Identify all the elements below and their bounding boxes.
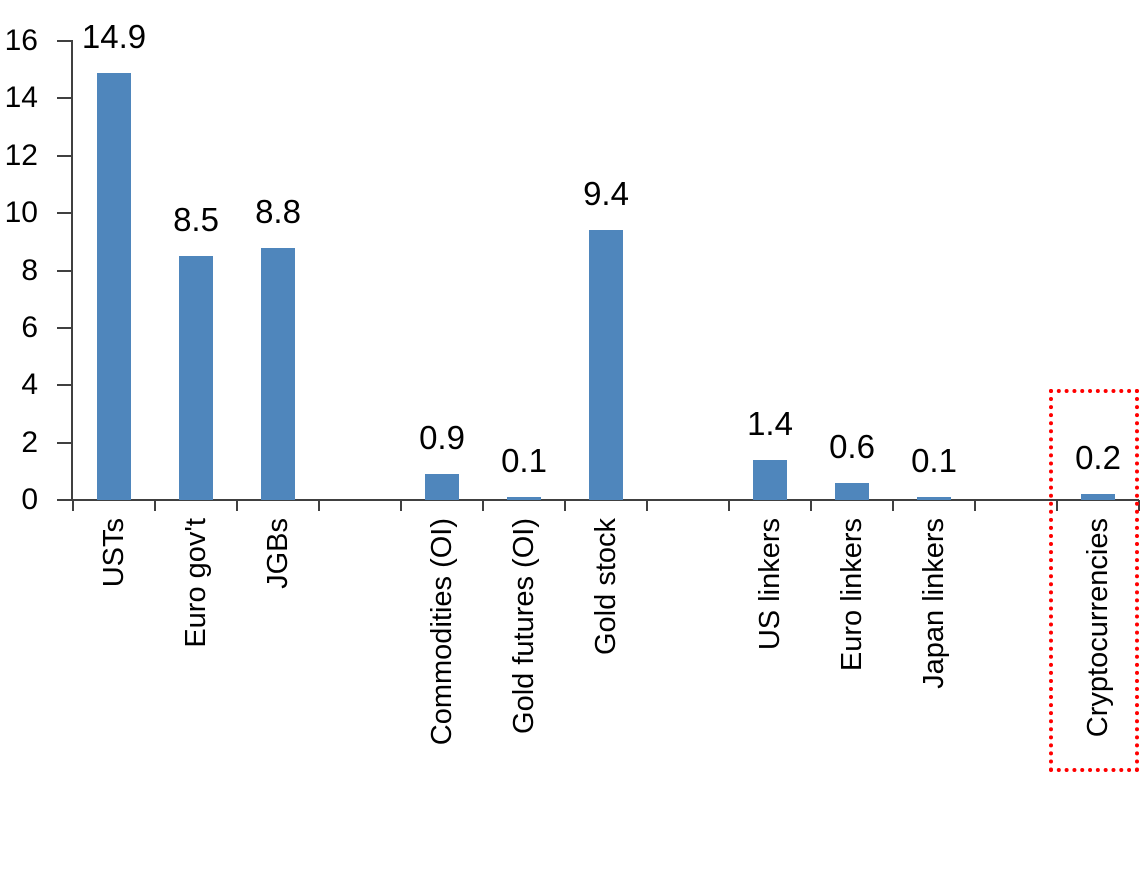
category-label-jgbs: JGBs [262,518,294,589]
x-axis-tick-12 [1056,500,1058,511]
x-axis-tick-1 [154,500,156,511]
x-axis-tick-3 [318,500,320,511]
y-axis-tick-label-12: 12 [4,139,38,172]
plot-area: 0 2 4 6 8 10 12 14 16 14.9 USTs 8.5 Euro gov't 8.8 JGB… [4,18,1140,772]
y-axis-tick-label-4: 4 [21,368,38,401]
y-axis-tick-label-2: 2 [21,426,38,459]
category-label-us-linkers: US linkers [754,518,786,651]
x-axis-tick-10 [892,500,894,511]
y-axis-tick-12 [57,155,73,157]
x-axis-tick-8 [728,500,730,511]
x-axis-tick-7 [646,500,648,511]
y-axis-tick-14 [57,97,73,99]
category-label-gold-stock: Gold stock [590,518,622,655]
x-axis-tick-5 [482,500,484,511]
bar-cryptocurrencies [1081,494,1115,500]
y-axis-tick-label-14: 14 [4,81,38,114]
bar-chart: 0 2 4 6 8 10 12 14 16 14.9 USTs 8.5 Euro gov't 8.8 JGB… [4,18,1140,772]
category-label-commodities-oi: Commodities (OI) [426,518,458,746]
y-axis-tick-0 [57,499,73,501]
y-axis-tick-label-10: 10 [4,196,38,229]
bar-japan-linkers [917,497,951,500]
value-label-us-linkers: 1.4 [747,405,793,442]
bar-euro-linkers [835,483,869,500]
category-label-japan-linkers: Japan linkers [918,518,950,689]
y-axis-tick-4 [57,384,73,386]
x-axis-tick-0 [72,500,74,511]
bar-euro-gov-t [179,256,213,500]
x-axis-tick-6 [564,500,566,511]
value-label-euro-gov-t: 8.5 [173,201,219,238]
category-label-euro-linkers: Euro linkers [836,518,868,672]
x-axis-tick-9 [810,500,812,511]
value-label-commodities-oi: 0.9 [419,419,465,456]
category-label-euro-gov-t: Euro gov't [180,518,212,648]
bar-jgbs [261,248,295,500]
x-axis-tick-13 [1138,500,1140,511]
category-label-gold-futures-oi: Gold futures (OI) [508,518,540,734]
y-axis-tick-16 [57,40,73,42]
bar-gold-futures-oi [507,497,541,500]
y-axis-tick-2 [57,442,73,444]
y-axis-tick-label-6: 6 [21,311,38,344]
bar-commodities-oi [425,474,459,500]
highlight-box-cryptocurrencies [1049,389,1139,772]
value-label-usts: 14.9 [81,18,147,55]
y-axis-tick-6 [57,327,73,329]
x-axis-tick-11 [974,500,976,511]
value-label-gold-futures-oi: 0.1 [501,442,547,479]
category-label-usts: USTs [98,518,130,588]
x-axis-tick-2 [236,500,238,511]
y-axis-tick-label-0: 0 [21,483,38,516]
value-label-gold-stock: 9.4 [583,175,629,212]
x-axis-line [71,499,1139,501]
y-axis-tick-8 [57,270,73,272]
value-label-japan-linkers: 0.1 [911,442,957,479]
value-label-jgbs: 8.8 [255,193,301,230]
bar-gold-stock [589,230,623,500]
value-label-euro-linkers: 0.6 [829,428,875,465]
y-axis-tick-10 [57,212,73,214]
bar-us-linkers [753,460,787,500]
x-axis-tick-4 [400,500,402,511]
bar-usts [97,73,131,500]
y-axis-tick-label-16: 16 [4,24,38,57]
y-axis-tick-label-8: 8 [21,254,38,287]
value-label-cryptocurrencies: 0.2 [1075,439,1121,476]
